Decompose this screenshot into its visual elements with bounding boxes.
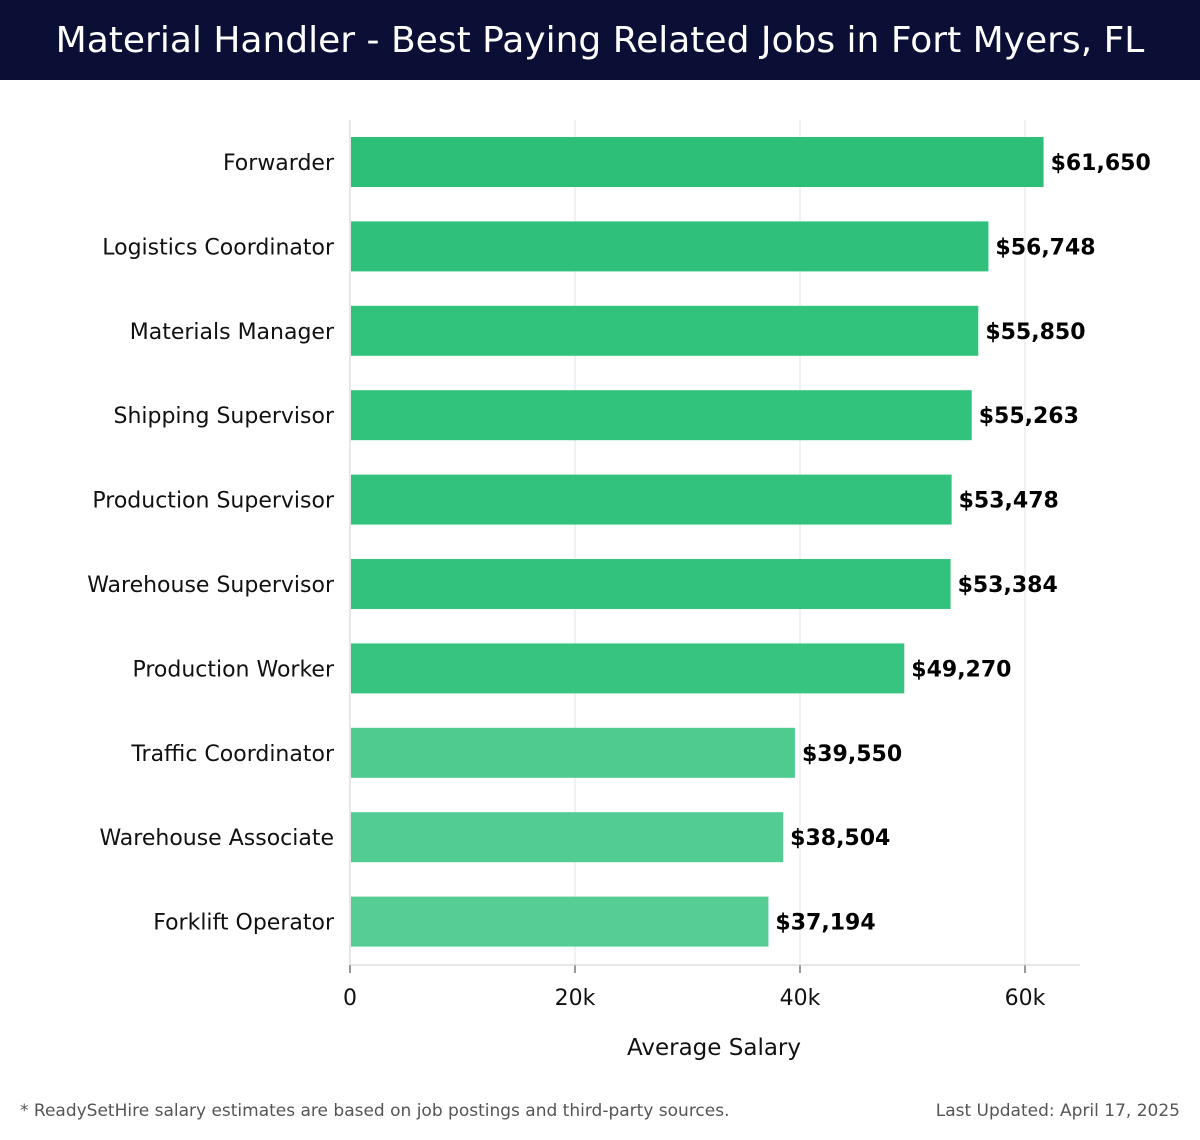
value-label: $39,550 — [802, 742, 902, 767]
bar — [351, 474, 952, 525]
x-tick-label: 0 — [343, 986, 357, 1011]
value-labels: $61,650 $56,748 $55,850 $55,263 $53,478 $53,3… — [775, 151, 1150, 936]
bars — [351, 137, 1044, 947]
footer-note: * ReadySetHire salary estimates are base… — [20, 1101, 730, 1121]
category-label: Production Worker — [132, 657, 335, 682]
value-label: $49,270 — [911, 657, 1011, 682]
category-label: Warehouse Associate — [99, 826, 334, 851]
value-label: $61,650 — [1051, 151, 1151, 176]
bar — [351, 727, 795, 778]
value-label: $53,384 — [958, 573, 1058, 598]
bar — [351, 643, 905, 694]
category-label: Forwarder — [223, 151, 335, 176]
bar — [351, 896, 769, 947]
chart-header: Material Handler - Best Paying Related J… — [0, 0, 1200, 80]
x-tick-label: 40k — [780, 986, 821, 1011]
x-axis-label: Average Salary — [627, 1035, 801, 1061]
value-label: $55,850 — [985, 320, 1085, 345]
bar — [351, 137, 1044, 187]
chart-title: Material Handler - Best Paying Related J… — [55, 19, 1145, 61]
value-label: $56,748 — [995, 235, 1095, 260]
bar — [351, 559, 951, 609]
value-label: $55,263 — [979, 404, 1079, 429]
category-label: Logistics Coordinator — [102, 235, 335, 260]
category-label: Traffic Coordinator — [130, 742, 335, 767]
last-updated: Last Updated: April 17, 2025 — [935, 1101, 1180, 1121]
bar-chart: Forwarder Logistics Coordinator Materials … — [87, 120, 1151, 1061]
value-label: $38,504 — [790, 826, 890, 851]
category-label: Production Supervisor — [92, 489, 335, 514]
x-axis: 0 20k 40k 60k — [343, 120, 1080, 1011]
category-label: Shipping Supervisor — [113, 404, 334, 429]
category-label: Materials Manager — [130, 320, 335, 345]
bar — [351, 390, 972, 441]
category-labels: Forwarder Logistics Coordinator Materials … — [87, 151, 335, 936]
bar — [351, 812, 784, 863]
category-label: Forklift Operator — [153, 911, 335, 936]
bar — [351, 305, 979, 356]
value-label: $53,478 — [959, 489, 1059, 514]
x-tick-label: 20k — [555, 986, 596, 1011]
x-tick-label: 60k — [1005, 986, 1046, 1011]
bar — [351, 221, 989, 272]
category-label: Warehouse Supervisor — [87, 573, 335, 598]
value-label: $37,194 — [775, 911, 875, 936]
